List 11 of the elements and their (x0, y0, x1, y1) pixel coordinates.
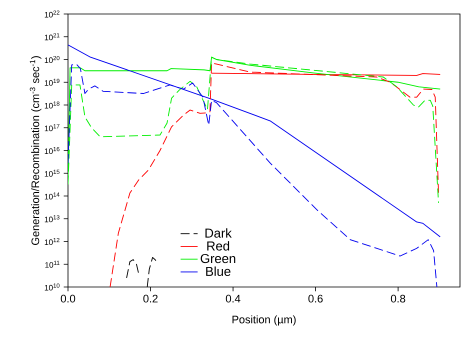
x-tick-label: 0.8 (390, 294, 406, 303)
legend-label: Dark (205, 228, 232, 238)
x-tick-label: 0.4 (226, 294, 240, 303)
x-tick-label: 0.6 (308, 294, 323, 303)
y-axis-title: Generation/Recombination (cm$^{-3}$ sec$^{-1}$) (30, 56, 42, 245)
x-tick-label: 0.0 (60, 294, 76, 303)
legend-label: Red (207, 241, 230, 251)
legend-label: Blue (206, 266, 230, 276)
x-axis-title: Position (µm) (232, 315, 296, 326)
x-tick-label: 0.2 (143, 294, 158, 303)
legend-label: Green (200, 254, 236, 264)
